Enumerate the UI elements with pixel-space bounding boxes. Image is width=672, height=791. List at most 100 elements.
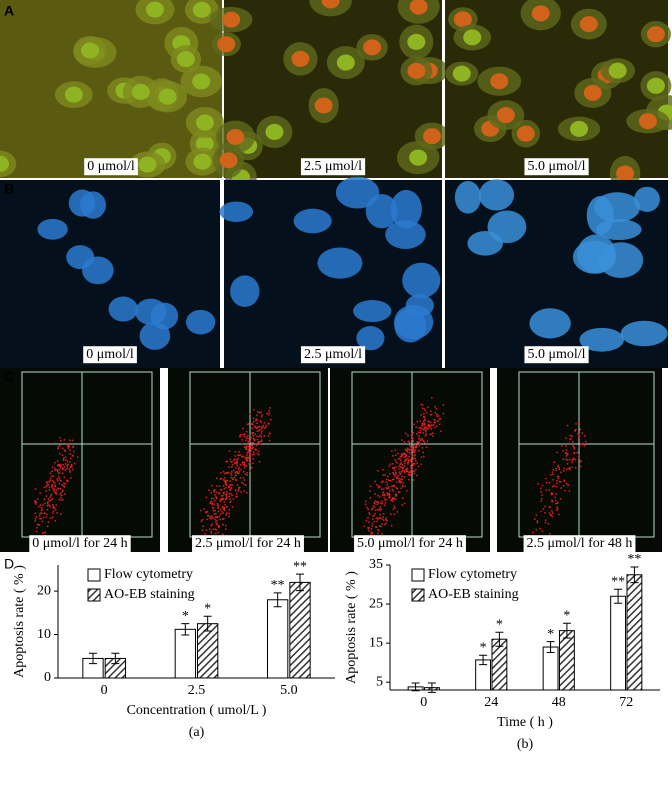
event (252, 458, 255, 460)
event (427, 420, 429, 423)
event (554, 499, 557, 502)
event (247, 457, 250, 459)
event (549, 533, 551, 535)
event (62, 447, 64, 450)
event (390, 524, 393, 527)
event (552, 468, 555, 471)
event (66, 479, 68, 482)
event (418, 427, 421, 429)
event (384, 499, 386, 501)
event (47, 497, 50, 500)
event (397, 458, 400, 460)
event (234, 467, 237, 469)
event (52, 475, 54, 477)
event (363, 525, 366, 527)
error-bar (495, 631, 504, 647)
event (414, 446, 417, 449)
image-caption: 0 μmol/l for 24 h (32, 536, 127, 551)
nucleus (390, 189, 422, 229)
event (212, 517, 215, 519)
event (224, 524, 227, 527)
event (207, 514, 209, 517)
event (563, 479, 565, 482)
event (233, 459, 235, 462)
event (427, 423, 430, 426)
event (46, 483, 49, 485)
event (259, 434, 262, 436)
nucleus (195, 114, 214, 131)
event (58, 476, 60, 478)
event (544, 512, 546, 514)
event (254, 433, 257, 436)
event (48, 504, 50, 507)
event (410, 469, 413, 471)
event (218, 485, 221, 487)
event (243, 467, 246, 469)
event (213, 513, 215, 515)
event (401, 464, 404, 466)
event (236, 484, 239, 486)
event (76, 456, 79, 458)
nucleus (131, 83, 150, 100)
event (255, 420, 257, 422)
event (237, 490, 239, 492)
event (233, 458, 236, 461)
event (38, 515, 41, 517)
event (416, 474, 418, 477)
event (399, 481, 402, 484)
y-tick-label: 20 (37, 583, 51, 598)
event (245, 457, 248, 459)
image-caption: 0 μmol/l (87, 159, 135, 174)
event (386, 492, 388, 494)
event (210, 530, 212, 533)
event (555, 469, 557, 472)
event (402, 467, 404, 470)
event (411, 455, 414, 457)
nucleus (314, 97, 333, 114)
event (214, 519, 216, 521)
event (569, 468, 571, 471)
event (410, 460, 412, 462)
event (394, 458, 396, 461)
bar (558, 630, 575, 691)
event (68, 445, 71, 448)
event (561, 444, 563, 447)
event (222, 512, 225, 515)
event (219, 478, 222, 480)
event (403, 460, 406, 462)
event (402, 452, 405, 455)
event (54, 485, 56, 488)
caption-box (84, 158, 138, 176)
event (431, 396, 433, 399)
event (223, 479, 225, 481)
event (260, 411, 262, 414)
event (542, 508, 545, 510)
event (67, 444, 70, 446)
event (72, 468, 74, 471)
event (259, 441, 261, 443)
event (420, 427, 423, 429)
event (261, 426, 264, 429)
event (246, 423, 249, 426)
event (399, 473, 402, 475)
event (204, 511, 207, 513)
event (256, 438, 259, 441)
event (392, 471, 394, 474)
significance-label: ** (611, 574, 625, 589)
event (214, 528, 216, 531)
event (216, 522, 218, 525)
event (391, 467, 394, 469)
event (236, 471, 239, 473)
event (382, 488, 385, 490)
event (256, 452, 259, 455)
event (240, 481, 243, 484)
event (210, 517, 213, 520)
event (247, 440, 249, 443)
event (413, 446, 415, 449)
event (431, 432, 434, 434)
event (253, 439, 256, 442)
event (409, 470, 412, 472)
event (266, 412, 268, 415)
event (433, 421, 436, 424)
event (382, 468, 384, 471)
